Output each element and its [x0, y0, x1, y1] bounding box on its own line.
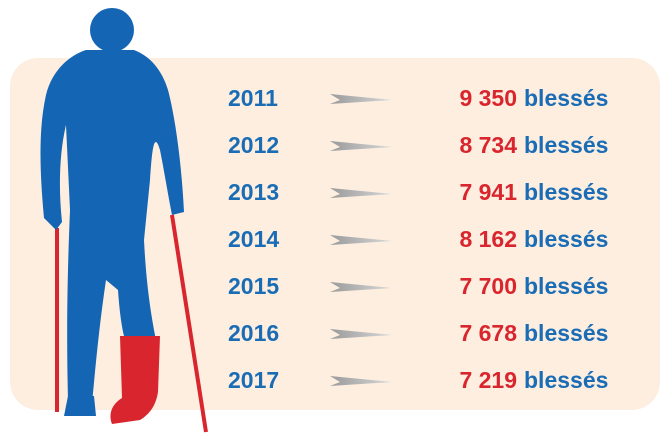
unit: blessés	[524, 226, 608, 252]
head	[90, 8, 134, 52]
count: 7 219	[459, 367, 517, 393]
unit: blessés	[524, 179, 608, 205]
unit: blessés	[524, 85, 608, 111]
unit: blessés	[524, 367, 608, 393]
year: 2017	[228, 367, 279, 393]
foot	[64, 396, 96, 416]
count: 8 162	[459, 226, 517, 252]
year: 2016	[228, 320, 279, 346]
count: 7 700	[459, 273, 517, 299]
year: 2014	[228, 226, 279, 252]
year: 2011	[228, 85, 278, 111]
unit: blessés	[524, 273, 608, 299]
year: 2012	[228, 132, 279, 158]
year: 2015	[228, 273, 279, 299]
count: 8 734	[459, 132, 517, 158]
count: 7 678	[459, 320, 517, 346]
count: 7 941	[459, 179, 517, 205]
unit: blessés	[524, 320, 608, 346]
infographic: 2011 9 350 blessés 2012 8 734 blessés 2013 7 94…	[0, 0, 665, 439]
year: 2013	[228, 179, 279, 205]
count: 9 350	[459, 85, 517, 111]
unit: blessés	[524, 132, 608, 158]
